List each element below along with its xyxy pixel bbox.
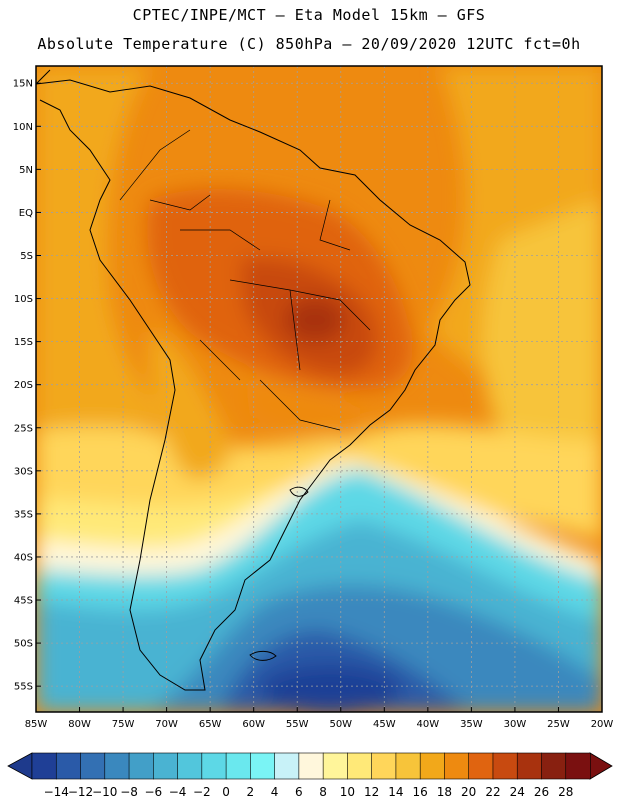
lon-tick-label: 75W <box>112 719 135 730</box>
colorbar-swatch <box>153 752 179 780</box>
lon-tick-label: 60W <box>242 719 265 730</box>
south-america-coastline <box>36 79 471 691</box>
coastlines <box>36 69 471 691</box>
lat-tick-label: 50S <box>14 639 33 650</box>
colorbar-label: 2 <box>247 785 255 799</box>
colorbar-label: 20 <box>461 785 476 799</box>
field-atlantic-subtropical <box>482 200 602 480</box>
colorbar: −14−12−10 −8 −6 −4 −2 0 2 4 6 8 10 12 14 16 18 20 22 24 26… <box>7 752 613 799</box>
colorbar-label: −14 <box>44 785 69 799</box>
colorbar-swatch <box>31 752 57 780</box>
colorbar-label: −10 <box>92 785 117 799</box>
colorbar-label: 4 <box>271 785 279 799</box>
central-america-coastline <box>36 69 51 85</box>
lat-tick-label: 35S <box>14 509 33 520</box>
lagoa-dos-patos <box>289 486 309 497</box>
lat-tick-label: 15N <box>13 79 33 90</box>
colorbar-label: −12 <box>68 785 93 799</box>
colorbar-swatch <box>128 752 154 780</box>
lat-tick-label: 25S <box>14 423 33 434</box>
colorbar-swatch <box>225 752 251 780</box>
country-borders <box>119 129 371 431</box>
lon-tick-label: 55W <box>286 719 309 730</box>
colorbar-label: 12 <box>364 785 379 799</box>
colorbar-swatch <box>250 752 276 780</box>
colorbar-swatch <box>541 752 567 780</box>
lon-tick-label: 80W <box>68 719 91 730</box>
map-frame <box>35 65 603 713</box>
colorbar-label: 16 <box>413 785 428 799</box>
colorbar-label: −4 <box>169 785 187 799</box>
temperature-field <box>36 66 602 712</box>
colorbar-swatch <box>201 752 227 780</box>
colorbar-label: −8 <box>120 785 138 799</box>
colorbar-swatch <box>395 752 421 780</box>
colorbar-label: −6 <box>144 785 162 799</box>
colorbar-label: 0 <box>222 785 230 799</box>
colorbar-swatch <box>322 752 348 780</box>
lat-tick-label: 20S <box>14 380 33 391</box>
colorbar-swatch <box>347 752 373 780</box>
colorbar-swatch <box>104 752 130 780</box>
lat-tick-label: 10S <box>14 294 33 305</box>
lat-tick-label: EQ <box>19 208 33 219</box>
colorbar-swatch <box>177 752 203 780</box>
lat-tick-label: 30S <box>14 466 33 477</box>
lat-tick-label: 10N <box>13 122 33 133</box>
lon-tick-label: 20W <box>591 719 614 730</box>
lat-tick-label: 5S <box>20 251 33 262</box>
longitude-axis: 85W 80W 75W 70W 65W 60W 55W 50W 45W 40W 35W 30W 25W 2… <box>25 707 614 730</box>
lon-tick-label: 50W <box>329 719 352 730</box>
lat-tick-label: 55S <box>14 682 33 693</box>
colorbar-over-arrow <box>589 752 613 780</box>
lon-tick-label: 45W <box>373 719 396 730</box>
colorbar-label: 10 <box>340 785 355 799</box>
lon-tick-label: 40W <box>417 719 440 730</box>
colorbar-label: 8 <box>319 785 327 799</box>
colorbar-label: 28 <box>558 785 573 799</box>
graticule <box>36 66 602 712</box>
latitude-axis: 15N 10N 5N EQ 5S 10S 15S 20S 25S 30S 35S 40S 45S 50S 5… <box>13 79 41 693</box>
map-title-line1: CPTEC/INPE/MCT – Eta Model 15km – GFS <box>132 6 486 24</box>
colorbar-swatch <box>80 752 106 780</box>
colorbar-swatch <box>516 752 543 780</box>
colorbar-swatch <box>371 752 397 780</box>
colorbar-label: 26 <box>534 785 549 799</box>
lat-tick-label: 5N <box>19 165 33 176</box>
field-hot-core3 <box>285 298 345 342</box>
colorbar-label: 18 <box>437 785 452 799</box>
colorbar-label: −2 <box>193 785 211 799</box>
colorbar-under-arrow <box>7 752 33 780</box>
lon-tick-label: 70W <box>155 719 178 730</box>
colorbar-swatch <box>298 752 324 780</box>
colorbar-swatch <box>274 752 300 780</box>
map-title-line2: Absolute Temperature (C) 850hPa – 20/09/… <box>37 35 581 53</box>
colorbar-label: 24 <box>510 785 525 799</box>
field-cold-core <box>260 665 400 712</box>
colorbar-swatch <box>55 752 82 780</box>
lon-tick-label: 35W <box>460 719 483 730</box>
lat-tick-label: 15S <box>14 337 33 348</box>
colorbar-label: 22 <box>485 785 500 799</box>
colorbar-label: 6 <box>295 785 303 799</box>
colorbar-swatch <box>565 752 591 780</box>
lat-tick-label: 45S <box>14 596 33 607</box>
falklands-islands <box>249 650 277 661</box>
colorbar-swatch <box>492 752 518 780</box>
colorbar-label: 14 <box>388 785 403 799</box>
colorbar-swatch <box>468 752 494 780</box>
lon-tick-label: 85W <box>25 719 48 730</box>
colorbar-swatch <box>444 752 470 780</box>
lat-tick-label: 40S <box>14 552 33 563</box>
field-chaco-tongue <box>245 380 360 440</box>
lon-tick-label: 30W <box>504 719 527 730</box>
lon-tick-label: 25W <box>547 719 570 730</box>
lon-tick-label: 65W <box>199 719 222 730</box>
colorbar-swatch <box>419 752 446 780</box>
field-pacific-warm <box>36 66 170 450</box>
